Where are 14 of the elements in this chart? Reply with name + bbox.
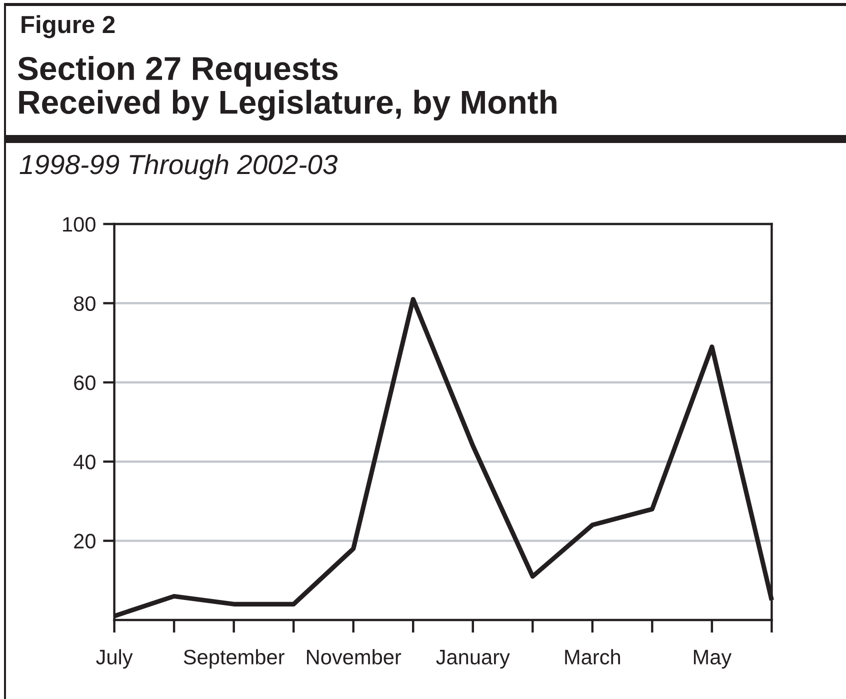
y-tick-label: 40 (74, 454, 96, 470)
y-tick-label: 20 (74, 534, 96, 549)
x-tick-label: January (436, 650, 510, 669)
x-tick-label: September (184, 649, 284, 669)
y-tick-label: 80 (74, 296, 96, 311)
y-tick-label: 100 (63, 217, 96, 232)
chart-subtitle: 1998-99 Through 2002-03 (20, 154, 338, 180)
x-tick-label: May (694, 650, 732, 669)
x-tick-label: March (565, 649, 620, 664)
y-tick-label: 60 (74, 375, 96, 390)
x-tick-label: July (96, 649, 133, 669)
x-tick-label: November (307, 649, 402, 664)
caption: Figure 2 (22, 15, 115, 38)
chart-title: Section 27 Requests Received by Legislature, by Month (18, 56, 556, 121)
